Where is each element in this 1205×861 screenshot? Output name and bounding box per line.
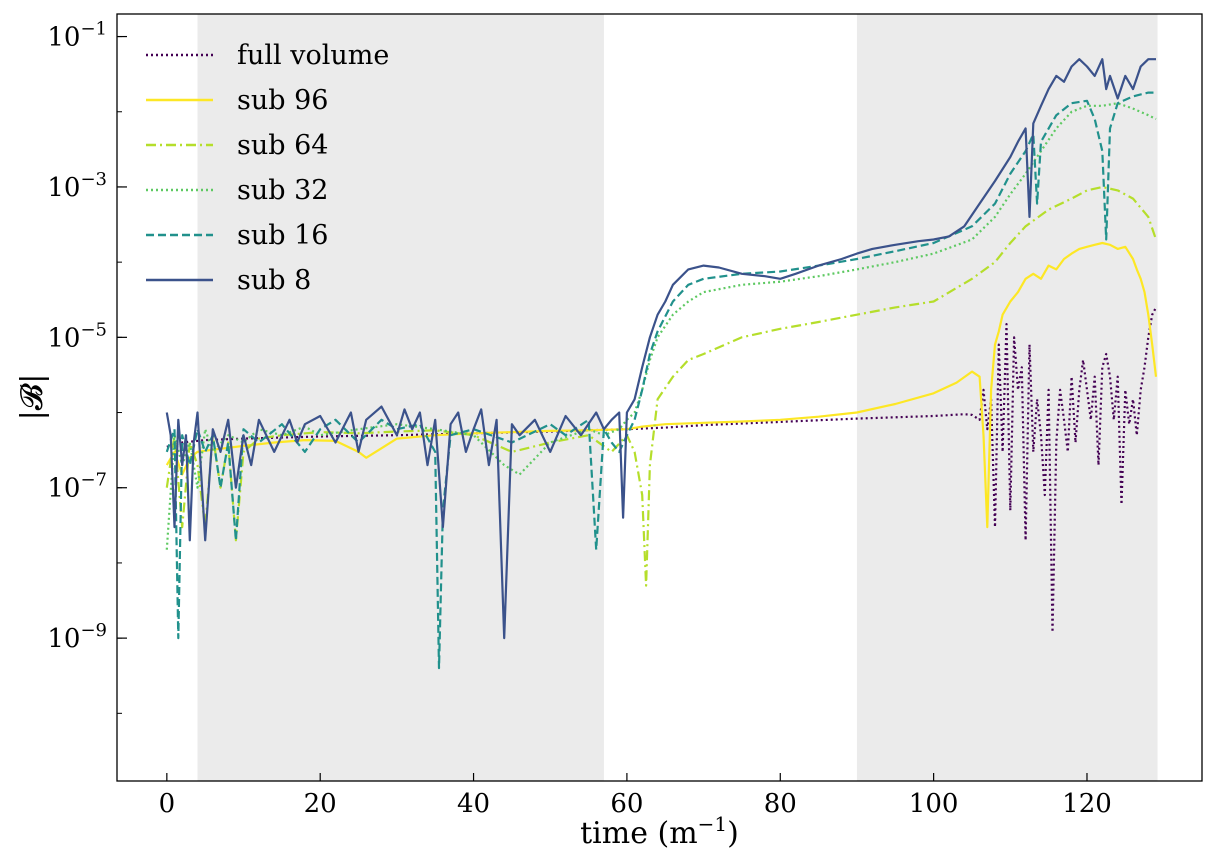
x-tick-label: 40 [457, 789, 490, 819]
x-tick-label: 120 [1062, 789, 1112, 819]
legend-label: sub 64 [237, 130, 328, 161]
shaded-region-1 [197, 14, 604, 781]
series-line-sub-8 [165, 58, 1156, 640]
legend-label: sub 16 [237, 220, 328, 251]
y-tick-label: 10−5 [47, 319, 107, 353]
y-axis-label: |𝓑| [15, 374, 50, 421]
x-tick-label: 0 [159, 789, 176, 819]
x-axis-label: time (m−1) [580, 812, 739, 851]
y-tick-label: 10−3 [47, 169, 107, 203]
legend-label: sub 96 [237, 85, 328, 116]
x-tick-label: 20 [304, 789, 337, 819]
legend-label: sub 8 [237, 265, 311, 296]
x-tick-label: 60 [610, 789, 643, 819]
x-tick-label: 100 [909, 789, 959, 819]
y-tick-label: 10−7 [47, 470, 107, 504]
y-tick-label: 10−9 [47, 620, 107, 654]
legend-label: sub 32 [237, 175, 328, 206]
y-tick-label: 10−1 [47, 19, 107, 53]
legend-label: full volume [237, 40, 389, 71]
series-line-sub-32 [165, 102, 1157, 550]
x-tick-label: 80 [764, 789, 797, 819]
legend: full volume sub 96 sub 64 sub 32 sub 16 sub 8 [146, 40, 389, 296]
series-line-sub-64 [165, 185, 1158, 587]
shaded-region-2 [856, 14, 1158, 781]
plot-frame [116, 13, 1203, 782]
